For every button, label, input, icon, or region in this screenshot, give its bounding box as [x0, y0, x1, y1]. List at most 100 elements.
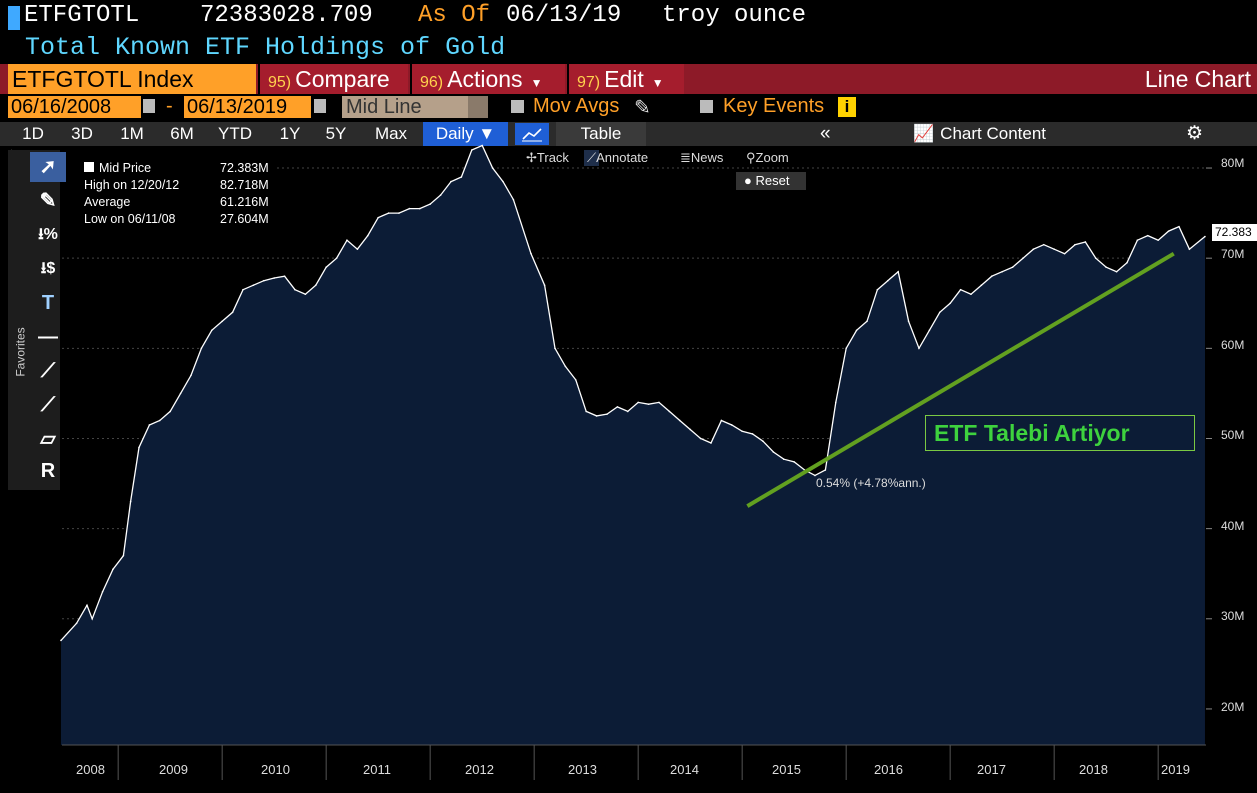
data-point — [387, 212, 390, 214]
period-ytd[interactable]: YTD — [218, 124, 252, 143]
period-5y[interactable]: 5Y — [325, 124, 347, 143]
period-6m[interactable]: 6M — [170, 124, 194, 143]
period-3d[interactable]: 3D — [71, 124, 93, 143]
data-point — [502, 180, 504, 183]
edit-menu[interactable]: 97) Edit ▼ — [567, 64, 684, 94]
data-point — [304, 293, 307, 296]
period-1m[interactable]: 1M — [120, 124, 144, 143]
percent-tool-icon[interactable]: ⭳% — [38, 226, 58, 243]
data-point — [91, 617, 93, 620]
data-point — [1053, 248, 1055, 250]
x-tick-label: 2011 — [363, 762, 391, 777]
data-point — [1204, 235, 1206, 238]
trend-annotation[interactable]: ETF Talebi Artiyor — [925, 415, 1195, 451]
data-point — [647, 403, 650, 406]
compare-menu[interactable]: 95) Compare — [258, 64, 408, 94]
start-date-field[interactable]: 06/16/2008 — [8, 96, 141, 118]
line-chart-glyph — [522, 128, 542, 142]
data-point — [793, 461, 795, 463]
data-point — [928, 329, 931, 332]
data-point — [949, 302, 951, 305]
legend-high: High on 12/20/12 82.718M — [84, 178, 269, 194]
calendar-icon[interactable] — [142, 98, 156, 114]
ray-line-icon[interactable]: ⟋ — [41, 394, 55, 416]
horizontal-line-icon[interactable]: — — [38, 326, 58, 348]
data-point — [138, 446, 140, 449]
key-events-checkbox[interactable] — [700, 100, 713, 113]
collapse-icon[interactable]: « — [820, 123, 831, 144]
data-point — [60, 639, 62, 642]
dollar-tool-icon[interactable]: ⭳$ — [40, 260, 56, 277]
legend-avg-label: Average — [84, 195, 131, 209]
x-tick-label: 2017 — [977, 762, 1006, 777]
legend-mid-label: Mid Price — [99, 161, 152, 175]
data-point — [314, 284, 317, 287]
field-select[interactable]: Mid Line — [342, 96, 488, 118]
x-tick-label: 2019 — [1161, 762, 1190, 777]
as-of-date: 06/13/19 — [506, 2, 622, 29]
data-point — [200, 347, 203, 350]
data-point — [1146, 234, 1149, 237]
data-point — [252, 284, 255, 287]
frequency-value: Daily — [435, 124, 474, 143]
trend-stat-label: 0.54% (+4.78%ann.) — [816, 476, 926, 490]
date-range-row: 06/16/2008 - 06/13/2019 Mid Line Mov Avg… — [0, 95, 1257, 120]
legend-low: Low on 06/11/08 27.604M — [84, 212, 269, 228]
x-tick-label: 2014 — [670, 762, 699, 777]
data-point — [158, 419, 161, 422]
news-tool[interactable]: ≣ News — [680, 150, 724, 165]
pen-tool-icon[interactable]: ✎ — [39, 190, 57, 212]
last-value: 72383028.709 — [200, 2, 373, 29]
data-point — [1063, 252, 1066, 255]
gear-icon[interactable]: ⚙ — [1186, 123, 1204, 144]
legend-low-label: Low on 06/11/08 — [84, 212, 176, 226]
data-point — [460, 176, 463, 178]
info-icon[interactable]: i — [838, 97, 856, 117]
legend-mid-price[interactable]: Mid Price 72.383M — [84, 161, 269, 177]
drawing-toolbar: ➚ ✎ ⭳% ⭳$ T — ⟋ ⟋ ▱ R Favorites — [8, 150, 66, 490]
y-tick-label: 70M — [1221, 247, 1245, 261]
y-tick-label: 60M — [1221, 338, 1245, 352]
as-of-label: As Of — [418, 2, 491, 29]
data-point — [366, 234, 369, 237]
data-point — [751, 433, 754, 435]
index-field[interactable]: ETFGTOTL Index — [8, 64, 256, 94]
period-max[interactable]: Max — [374, 124, 408, 143]
calendar-icon[interactable] — [313, 98, 327, 114]
data-point — [543, 284, 546, 287]
trendline-icon[interactable]: ⟋ — [41, 360, 55, 382]
mov-avgs-checkbox[interactable] — [511, 100, 524, 113]
ticker[interactable]: ETFGTOTL — [24, 2, 140, 29]
data-point — [907, 320, 910, 323]
actions-label: Actions — [447, 66, 523, 92]
chart-type-label[interactable]: Line Chart — [1144, 66, 1251, 92]
end-date-field[interactable]: 06/13/2019 — [184, 96, 311, 118]
channel-icon[interactable]: ▱ — [40, 428, 56, 450]
zoom-tool[interactable]: ⚲ Zoom — [746, 150, 789, 165]
pencil-icon[interactable]: ✎ — [634, 97, 651, 119]
x-tick-label: 2016 — [874, 762, 903, 777]
period-1d[interactable]: 1D — [22, 124, 44, 143]
select-tool-icon[interactable]: ➚ — [30, 152, 66, 182]
chart-content-button[interactable]: 📈 Chart Content — [913, 122, 1046, 146]
y-tick-label: 40M — [1221, 519, 1245, 533]
actions-menu[interactable]: 96) Actions ▼ — [410, 64, 565, 94]
data-point — [866, 320, 868, 323]
legend-mid-value: 72.383M — [220, 161, 269, 175]
annotate-tool[interactable]: ⟋ Annotate — [584, 150, 648, 166]
data-point — [741, 430, 743, 433]
frequency-select[interactable]: Daily ▼ — [423, 122, 508, 146]
reset-button[interactable]: ● Reset — [736, 172, 806, 190]
legend-avg-value: 61.216M — [220, 195, 269, 209]
period-1y[interactable]: 1Y — [279, 124, 301, 143]
track-tool[interactable]: ✢ Track — [526, 150, 569, 165]
line-chart-icon[interactable] — [515, 123, 549, 145]
ruler-icon[interactable]: R — [40, 460, 56, 482]
data-point — [990, 275, 993, 278]
key-events-label: Key Events — [723, 95, 825, 117]
legend-high-label: High on 12/20/12 — [84, 178, 180, 192]
data-point — [179, 392, 182, 395]
text-tool-icon[interactable]: T — [41, 292, 55, 314]
table-button[interactable]: Table — [556, 122, 646, 146]
